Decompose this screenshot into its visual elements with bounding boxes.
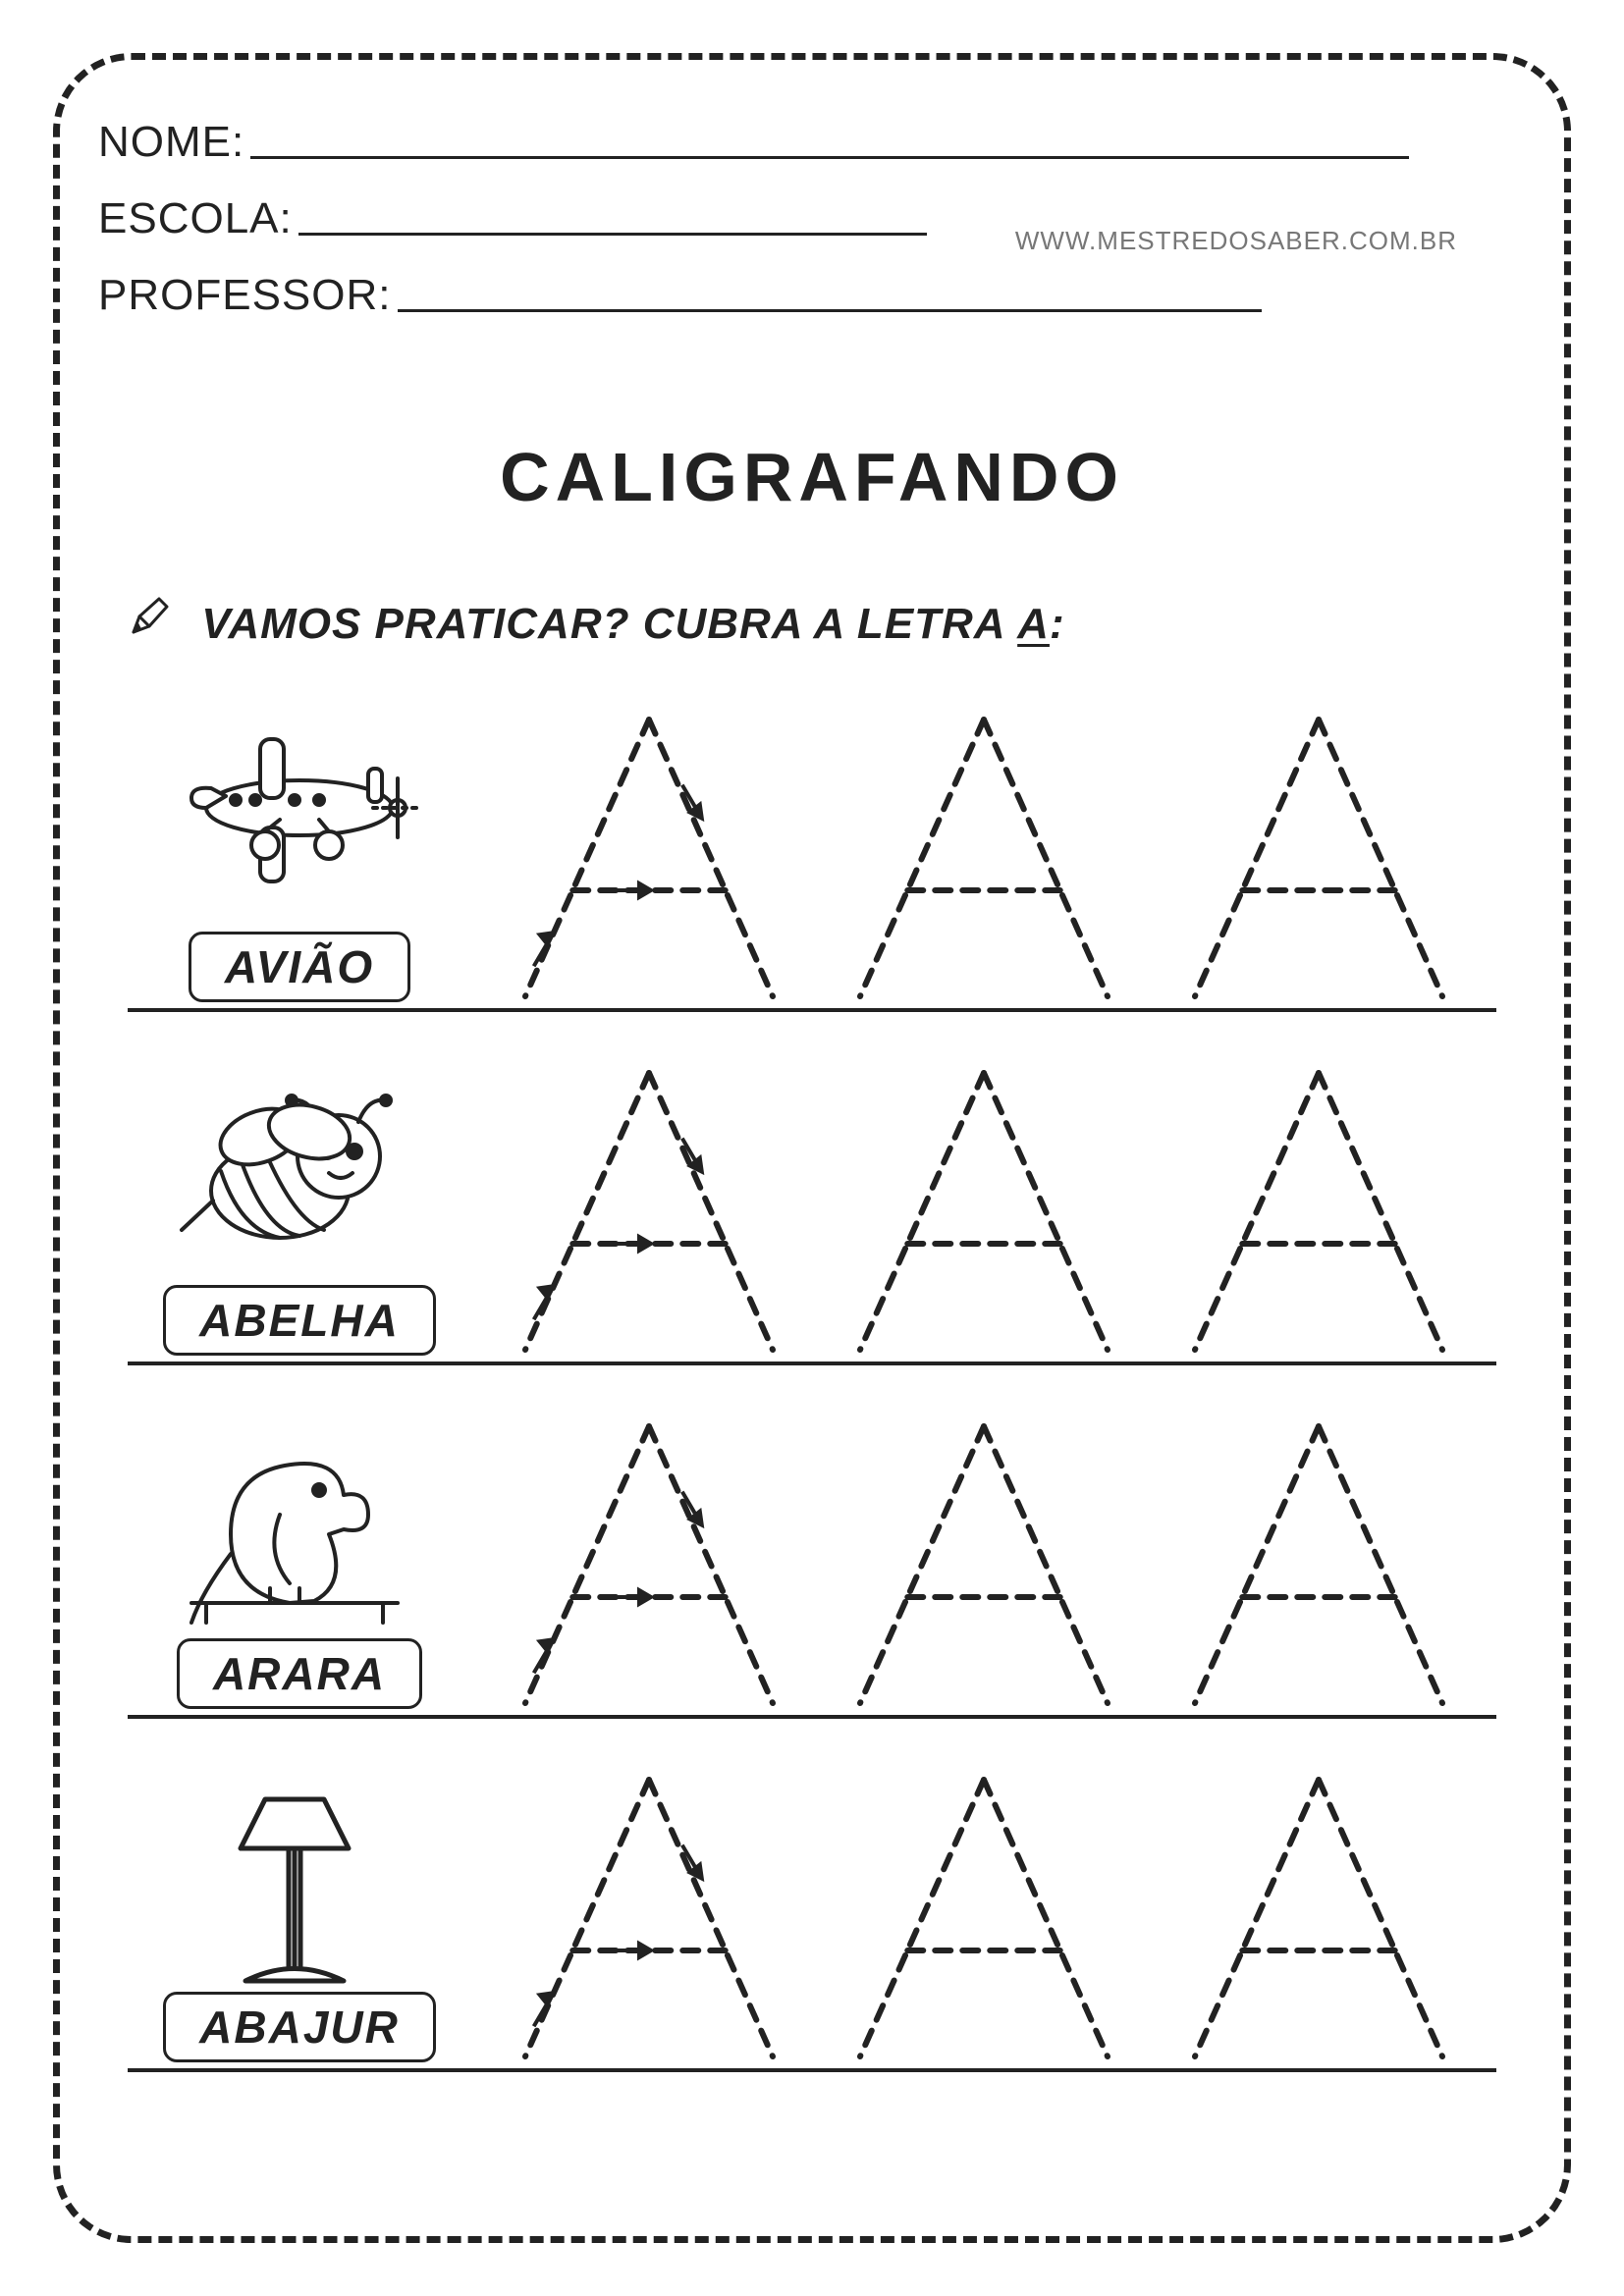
word-label: AVIÃO xyxy=(189,932,410,1002)
school-rule[interactable] xyxy=(298,233,927,236)
bee-icon xyxy=(172,1083,427,1279)
trace-letter[interactable] xyxy=(502,1768,796,2062)
practice-row: ABELHA xyxy=(128,1061,1496,1365)
instruction-suffix: : xyxy=(1050,600,1065,648)
word-column: ARARA xyxy=(128,1426,471,1713)
trace-letter[interactable] xyxy=(502,1061,796,1356)
word-label: ABAJUR xyxy=(163,1992,436,2062)
practice-row: AVIÃO xyxy=(128,708,1496,1012)
airplane-icon xyxy=(172,729,427,926)
trace-letter[interactable] xyxy=(502,1415,796,1709)
name-rule[interactable] xyxy=(250,156,1409,159)
teacher-rule[interactable] xyxy=(398,309,1262,312)
trace-letter[interactable] xyxy=(1171,1415,1466,1709)
word-column: AVIÃO xyxy=(128,720,471,1006)
trace-letter[interactable] xyxy=(1171,708,1466,1002)
pencil-icon xyxy=(128,600,184,648)
trace-letter[interactable] xyxy=(1171,1061,1466,1356)
practice-rows: AVIÃO xyxy=(98,708,1526,2072)
lamp-icon xyxy=(172,1789,427,1986)
instruction-line: VAMOS PRATICAR? CUBRA A LETRA A: xyxy=(128,595,1526,649)
trace-letter[interactable] xyxy=(837,1061,1131,1356)
trace-letter[interactable] xyxy=(1171,1768,1466,2062)
pictogram xyxy=(172,1426,427,1632)
instruction-prefix: VAMOS PRATICAR? CUBRA A LETRA xyxy=(201,600,1017,648)
word-column: ABAJUR xyxy=(128,1780,471,2066)
pictogram xyxy=(172,720,427,926)
trace-letter[interactable] xyxy=(837,1768,1131,2062)
page-title: CALIGRAFANDO xyxy=(98,438,1526,516)
practice-row: ABAJUR xyxy=(128,1768,1496,2072)
teacher-label: PROFESSOR: xyxy=(98,271,398,320)
pictogram xyxy=(172,1780,427,1986)
trace-letters xyxy=(471,708,1496,1006)
trace-letters xyxy=(471,1768,1496,2066)
trace-letters xyxy=(471,1415,1496,1713)
word-label: ABELHA xyxy=(163,1285,436,1356)
word-label: ARARA xyxy=(177,1638,422,1709)
trace-letters xyxy=(471,1061,1496,1360)
name-label: NOME: xyxy=(98,118,250,167)
form-line-name: NOME: xyxy=(98,108,1526,167)
pictogram xyxy=(172,1073,427,1279)
trace-letter[interactable] xyxy=(502,708,796,1002)
practice-row: ARARA xyxy=(128,1415,1496,1719)
trace-letter[interactable] xyxy=(837,1415,1131,1709)
watermark-text: WWW.MESTREDOSABER.COM.BR xyxy=(1015,226,1457,256)
form-line-teacher: PROFESSOR: xyxy=(98,261,1526,320)
worksheet-content: NOME: ESCOLA: PROFESSOR: WWW.MESTREDOSAB… xyxy=(98,108,1526,2121)
school-label: ESCOLA: xyxy=(98,194,298,243)
instruction-letter: A xyxy=(1017,600,1050,648)
word-column: ABELHA xyxy=(128,1073,471,1360)
parrot-icon xyxy=(172,1436,427,1632)
trace-letter[interactable] xyxy=(837,708,1131,1002)
